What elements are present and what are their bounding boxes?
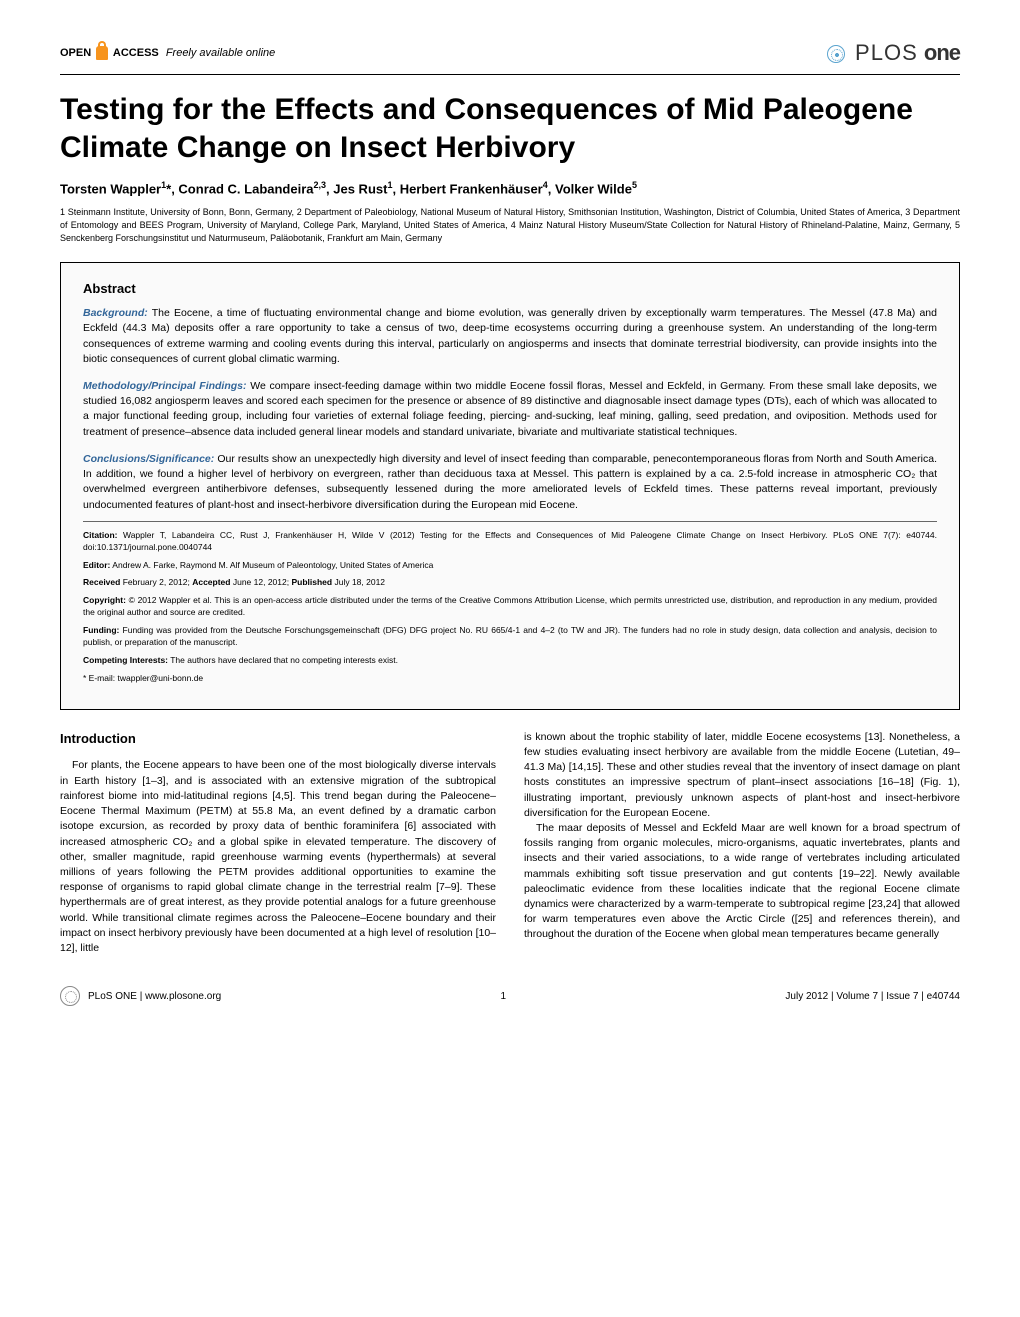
- competing-label: Competing Interests:: [83, 655, 168, 665]
- background-label: Background:: [83, 307, 148, 319]
- received-text: February 2, 2012;: [123, 577, 190, 587]
- header-row: OPEN ACCESS Freely available online PLOS…: [60, 40, 960, 66]
- footer: PLoS ONE | www.plosone.org 1 July 2012 |…: [60, 986, 960, 1006]
- accepted-label: Accepted: [192, 577, 230, 587]
- journal-one: one: [924, 40, 960, 65]
- copyright-label: Copyright:: [83, 595, 126, 605]
- citation-text: Wappler T, Labandeira CC, Rust J, Franke…: [83, 530, 937, 552]
- editor-label: Editor:: [83, 560, 110, 570]
- article-title: Testing for the Effects and Consequences…: [60, 91, 960, 166]
- methods-label: Methodology/Principal Findings:: [83, 380, 247, 392]
- abstract-box: Abstract Background: The Eocene, a time …: [60, 262, 960, 710]
- abstract-conclusions: Conclusions/Significance: Our results sh…: [83, 452, 937, 513]
- accepted-text: June 12, 2012;: [233, 577, 289, 587]
- open-access-open: OPEN: [60, 47, 91, 59]
- column-right: is known about the trophic stability of …: [524, 730, 960, 957]
- published-label: Published: [291, 577, 332, 587]
- introduction-heading: Introduction: [60, 730, 496, 749]
- conclusions-label: Conclusions/Significance:: [83, 453, 214, 465]
- journal-plos: PLOS: [855, 40, 918, 65]
- lock-icon: [96, 46, 108, 60]
- abstract-background: Background: The Eocene, a time of fluctu…: [83, 306, 937, 367]
- funding-label: Funding:: [83, 625, 119, 635]
- intro-col1: For plants, the Eocene appears to have b…: [60, 758, 496, 956]
- intro-col2a: is known about the trophic stability of …: [524, 730, 960, 821]
- affiliations: 1 Steinmann Institute, University of Bon…: [60, 206, 960, 244]
- published-text: July 18, 2012: [334, 577, 385, 587]
- email: * E-mail: twappler@uni-bonn.de: [83, 673, 937, 685]
- editor: Editor: Andrew A. Farke, Raymond M. Alf …: [83, 560, 937, 572]
- open-access-access: ACCESS: [113, 47, 159, 59]
- meta-rule-top: [83, 521, 937, 522]
- footer-journal: PLoS ONE | www.plosone.org: [88, 991, 221, 1002]
- footer-plos-icon: [60, 986, 80, 1006]
- footer-issue: July 2012 | Volume 7 | Issue 7 | e40744: [785, 991, 960, 1002]
- email-text: twappler@uni-bonn.de: [118, 673, 204, 683]
- intro-col2b: The maar deposits of Messel and Eckfeld …: [524, 821, 960, 943]
- citation-label: Citation:: [83, 530, 117, 540]
- copyright-text: © 2012 Wappler et al. This is an open-ac…: [83, 595, 937, 617]
- copyright: Copyright: © 2012 Wappler et al. This is…: [83, 595, 937, 619]
- abstract-heading: Abstract: [83, 281, 937, 296]
- footer-left: PLoS ONE | www.plosone.org: [60, 986, 221, 1006]
- email-label: * E-mail:: [83, 673, 115, 683]
- header-rule: [60, 74, 960, 75]
- freely-available-text: Freely available online: [166, 47, 275, 59]
- column-left: Introduction For plants, the Eocene appe…: [60, 730, 496, 957]
- competing: Competing Interests: The authors have de…: [83, 655, 937, 667]
- funding: Funding: Funding was provided from the D…: [83, 625, 937, 649]
- footer-page: 1: [501, 991, 507, 1002]
- body-columns: Introduction For plants, the Eocene appe…: [60, 730, 960, 957]
- editor-text: Andrew A. Farke, Raymond M. Alf Museum o…: [112, 560, 433, 570]
- abstract-methods: Methodology/Principal Findings: We compa…: [83, 379, 937, 440]
- competing-text: The authors have declared that no compet…: [170, 655, 398, 665]
- plos-circle-icon: [827, 45, 845, 63]
- authors: Torsten Wappler1*, Conrad C. Labandeira2…: [60, 180, 960, 196]
- background-text: The Eocene, a time of fluctuating enviro…: [83, 307, 937, 365]
- citation: Citation: Wappler T, Labandeira CC, Rust…: [83, 530, 937, 554]
- open-access-badge: OPEN ACCESS Freely available online: [60, 46, 275, 60]
- funding-text: Funding was provided from the Deutsche F…: [83, 625, 937, 647]
- received-label: Received: [83, 577, 120, 587]
- journal-logo: PLOS one: [827, 40, 960, 66]
- dates: Received February 2, 2012; Accepted June…: [83, 577, 937, 589]
